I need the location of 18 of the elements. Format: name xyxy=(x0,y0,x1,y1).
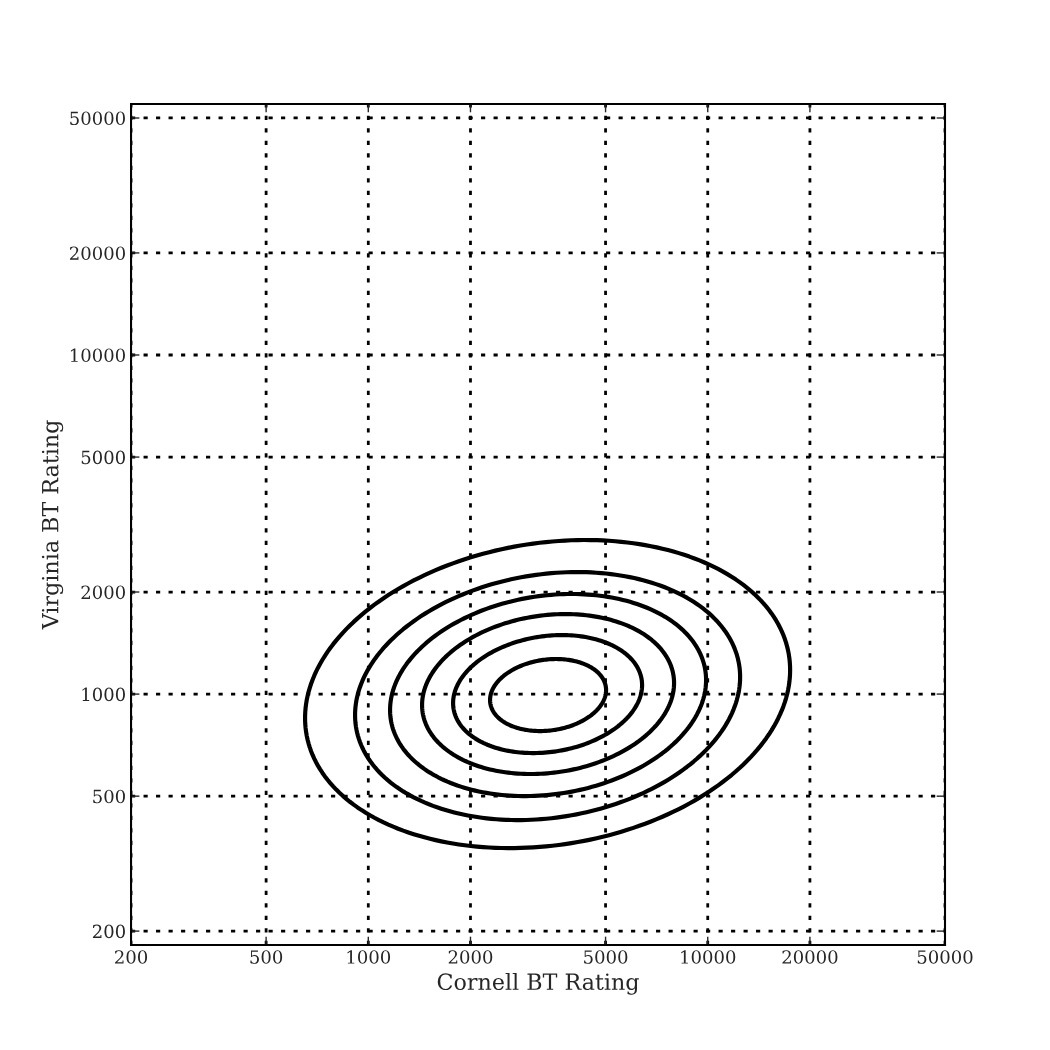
y-tick-label: 200 xyxy=(92,924,125,939)
x-axis-title: Cornell BT Rating xyxy=(437,972,639,995)
x-tick-label: 200 xyxy=(115,950,148,964)
y-tick-label: 1000 xyxy=(82,687,125,702)
x-tick-label: 5000 xyxy=(584,950,628,964)
x-tick-label: 2000 xyxy=(448,950,493,964)
x-tick-label: 1000 xyxy=(347,950,391,964)
y-tick-label: 500 xyxy=(93,789,125,804)
x-tick-label: 50000 xyxy=(917,950,973,964)
y-tick-label: 2000 xyxy=(81,585,125,600)
y-tick-label: 5000 xyxy=(81,450,125,465)
x-tick-label: 10000 xyxy=(681,950,736,964)
x-tick-label: 500 xyxy=(250,950,283,964)
y-tick-label: 20000 xyxy=(69,246,125,261)
x-tick-label: 20000 xyxy=(782,950,838,964)
y-axis-title: Virginia BT Rating xyxy=(41,420,64,630)
y-tick-label: 10000 xyxy=(70,348,125,363)
y-tick-label: 50000 xyxy=(70,111,125,126)
